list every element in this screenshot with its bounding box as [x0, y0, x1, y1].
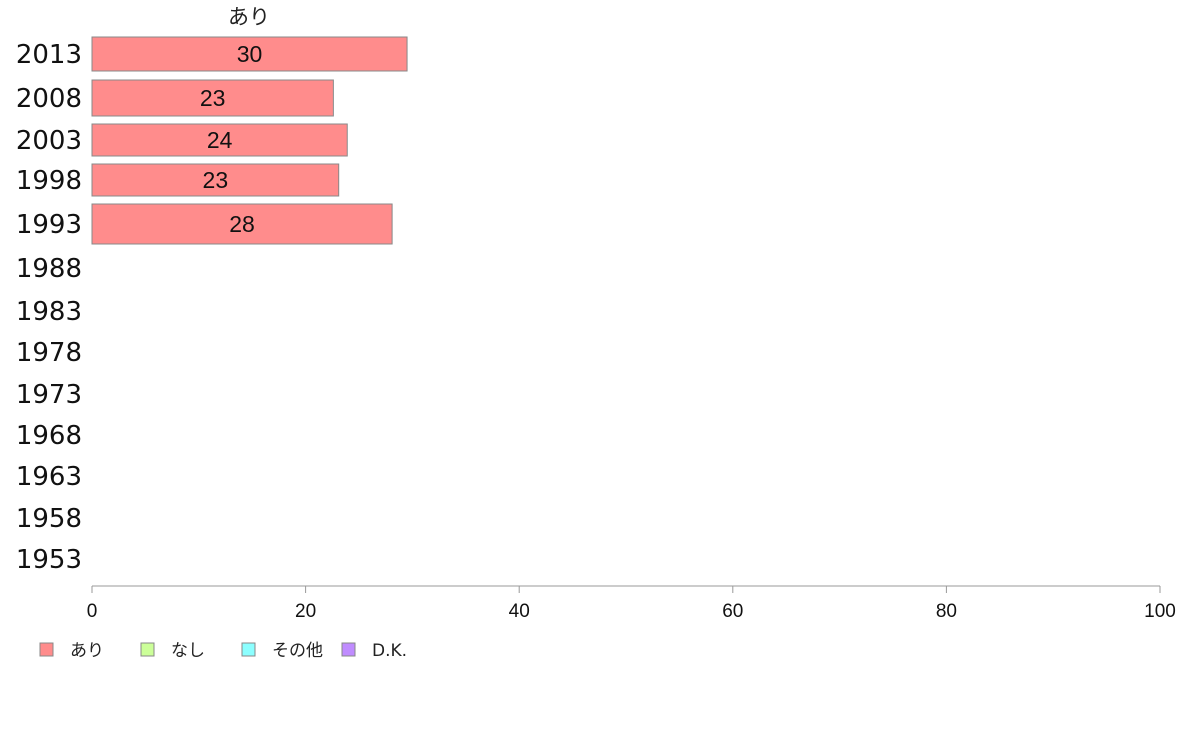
- year-label-1958: 1958: [16, 504, 82, 534]
- x-tick-label-60: 60: [722, 601, 743, 622]
- legend-swatch-0: [39, 642, 54, 657]
- legend-label-0: あり: [70, 641, 104, 661]
- legend-swatch-3: [341, 642, 356, 657]
- year-label-1993: 1993: [16, 210, 82, 240]
- legend-label-2: その他: [272, 641, 323, 661]
- year-label-2008: 2008: [16, 84, 82, 114]
- bar-1998: [91, 163, 340, 197]
- year-label-2003: 2003: [16, 126, 82, 156]
- x-tick-label-40: 40: [509, 601, 530, 622]
- year-label-1978: 1978: [16, 338, 82, 368]
- x-axis: 0 20 40 60 80 100: [87, 585, 1176, 622]
- bar-value-label-2008: 23: [200, 85, 226, 111]
- legend-label-3: D.K.: [372, 641, 407, 661]
- year-label-1968: 1968: [16, 421, 82, 451]
- legend-swatch-2: [241, 642, 256, 657]
- column-header: あり: [228, 5, 270, 29]
- year-label-1953: 1953: [16, 545, 82, 575]
- year-label-1963: 1963: [16, 462, 82, 492]
- year-label-1983: 1983: [16, 297, 82, 327]
- legend-label-1: なし: [171, 641, 205, 661]
- bar-2013: [91, 36, 408, 72]
- year-label-1998: 1998: [16, 166, 82, 196]
- x-tick-label-80: 80: [936, 601, 957, 622]
- bar-1993: [91, 203, 393, 245]
- bar-2003: [91, 123, 348, 157]
- bar-value-label-1998: 23: [203, 167, 229, 193]
- bar-value-label-2013: 30: [237, 41, 263, 67]
- bar-value-label-1993: 28: [229, 211, 255, 237]
- year-label-1973: 1973: [16, 380, 82, 410]
- bar-2008: [91, 79, 334, 117]
- year-labels: 2013 2008 2003 1998 1993 1988 1983 1978 1973 1968…: [16, 40, 82, 575]
- x-tick-label-100: 100: [1144, 601, 1176, 622]
- bar-value-label-2003: 24: [207, 127, 233, 153]
- year-label-2013: 2013: [16, 40, 82, 70]
- legend: あり なし その他 D.K.: [39, 641, 407, 661]
- legend-swatch-1: [140, 642, 155, 657]
- x-tick-label-0: 0: [87, 601, 98, 622]
- x-tick-label-20: 20: [295, 601, 316, 622]
- year-label-1988: 1988: [16, 254, 82, 284]
